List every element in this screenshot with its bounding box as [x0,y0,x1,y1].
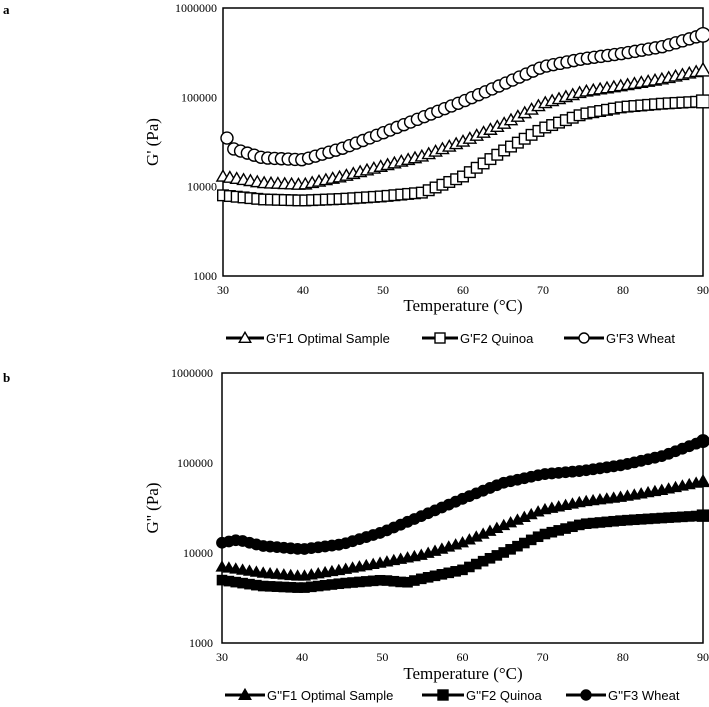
series-1 [215,473,709,581]
legend-item-1: G'F1 Optimal Sample [226,330,390,346]
x-tick-label: 80 [617,650,629,664]
series-3 [216,434,709,555]
panel-b-y-tick-labels: 1000 10000 100000 1000000 [171,366,213,650]
x-tick-label: 70 [537,283,549,297]
series-1 [215,61,709,190]
y-tick-label: 100000 [181,90,217,104]
series-2 [216,509,709,593]
x-tick-label: 80 [617,283,629,297]
legend-item-2: G'F2 Quinoa [422,331,534,346]
panel-a-x-tick-labels: 30 40 50 60 70 80 90 [217,283,709,297]
data-point [249,565,263,577]
panel-a-y-axis-title: G' (Pa) [143,118,162,166]
panel-a-letter: a [3,2,10,17]
x-tick-label: 30 [216,650,228,664]
data-point-end [695,26,709,43]
x-tick-label: 50 [376,650,388,664]
data-point [220,131,234,145]
data-point-end [696,509,709,522]
x-tick-label: 60 [457,650,469,664]
panel-a-y-tick-labels: 1000 10000 100000 1000000 [175,1,217,283]
data-point-end [696,434,709,449]
legend-marker [437,689,449,701]
x-tick-label: 30 [217,283,229,297]
x-tick-label: 90 [697,283,709,297]
x-tick-label: 60 [457,283,469,297]
legend-label: G'F1 Optimal Sample [266,331,390,346]
panel-a-series-layer [215,26,709,207]
x-tick-label: 40 [296,650,308,664]
legend-marker [580,689,592,701]
legend-label: G''F2 Quinoa [466,688,543,703]
legend-item-3: G'F3 Wheat [564,331,675,346]
data-point-end [694,61,709,77]
legend-label: G''F3 Wheat [608,688,680,703]
y-tick-label: 1000 [189,636,213,650]
legend-label: G''F1 Optimal Sample [267,688,393,703]
x-tick-label: 40 [297,283,309,297]
series-2 [216,94,709,207]
legend-label: G'F3 Wheat [606,331,675,346]
data-point [222,561,236,573]
legend-label: G'F2 Quinoa [460,331,534,346]
panel-b-letter: b [3,370,10,385]
legend-marker [434,332,446,344]
panel-b-series-layer [215,434,709,593]
y-tick-label: 1000000 [175,1,217,15]
legend-marker [238,330,252,344]
y-tick-label: 10000 [187,180,217,194]
panel-b-x-tick-labels: 30 40 50 60 70 80 90 [216,650,709,664]
y-tick-label: 1000000 [171,366,213,380]
data-point-end [695,94,709,109]
legend-marker [238,687,252,701]
y-tick-label: 1000 [193,269,217,283]
data-point [236,563,250,575]
data-point [215,560,229,572]
panel-a-legend: G'F1 Optimal Sample G'F2 Quinoa G'F3 Wheat [226,330,675,346]
x-tick-label: 50 [377,283,389,297]
data-point [229,562,243,574]
legend-item-2: G''F2 Quinoa [422,688,543,703]
data-point [242,564,256,576]
panel-b-x-axis-title: Temperature (°C) [403,664,522,683]
panel-b-plot-frame [221,372,704,644]
x-tick-label: 70 [537,650,549,664]
y-tick-label: 100000 [177,456,213,470]
panel-b-legend: G''F1 Optimal Sample G''F2 Quinoa G''F3 Wh… [225,687,680,703]
legend-marker [578,332,590,344]
series-3 [220,26,709,167]
legend-item-3: G''F3 Wheat [566,688,680,703]
x-tick-label: 90 [697,650,709,664]
panel-b-y-axis-title: G'' (Pa) [143,483,162,534]
legend-item-1: G''F1 Optimal Sample [225,687,393,703]
panel-a-x-axis-title: Temperature (°C) [403,296,522,315]
y-tick-label: 10000 [183,546,213,560]
data-point-end [695,473,709,488]
